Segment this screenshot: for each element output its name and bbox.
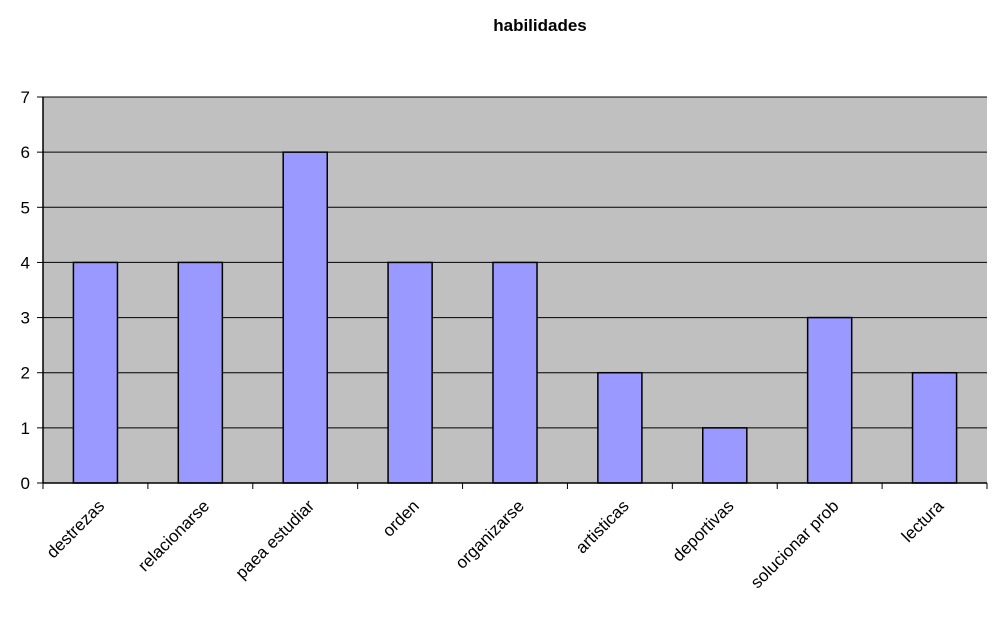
bar [72, 261, 119, 484]
bar [597, 371, 643, 484]
axes [42, 97, 987, 484]
x-category-label: organizarse [452, 496, 528, 572]
y-tick-label: 2 [21, 364, 30, 383]
y-tick-label: 6 [21, 143, 30, 162]
y-tick-label: 7 [21, 88, 30, 107]
y-tick-label: 3 [21, 309, 30, 328]
x-category-label: artisticas [572, 496, 633, 557]
y-tick-label: 0 [21, 474, 30, 493]
bar [177, 261, 224, 484]
bar [806, 316, 853, 484]
y-axis-ticks: 0 1 2 3 4 5 6 7 [21, 88, 43, 493]
y-tick-label: 1 [21, 419, 30, 438]
bar [492, 261, 538, 484]
y-tick-label: 5 [21, 198, 30, 217]
x-category-label: paea estudiar [232, 496, 319, 583]
x-category-label: lectura [898, 496, 948, 546]
bar [387, 261, 433, 484]
x-category-label: destrezas [43, 496, 109, 562]
x-axis-labels: destrezas relacionarse paea estudiar orden o… [42, 483, 988, 592]
bar [282, 151, 328, 484]
x-category-label: solucionar prob [747, 496, 843, 592]
x-category-label: deportivas [669, 496, 738, 565]
x-category-label: relacionarse [134, 496, 213, 575]
x-category-label: orden [379, 496, 423, 540]
bar [911, 371, 958, 484]
y-tick-label: 4 [21, 253, 30, 272]
bar [702, 427, 748, 484]
chart-title: habilidades [493, 16, 587, 35]
